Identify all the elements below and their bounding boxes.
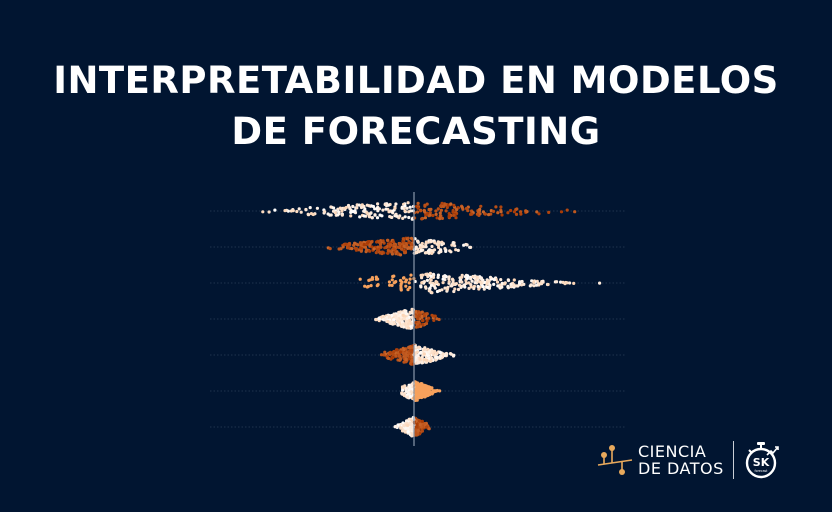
page-title: INTERPRETABILIDAD EN MODELOS DE FORECAST… <box>0 55 832 157</box>
title-line-2: DE FORECASTING <box>231 110 601 153</box>
stopwatch-icon: SK forecast <box>745 442 779 479</box>
title-line-1: INTERPRETABILIDAD EN MODELOS <box>53 59 779 102</box>
ciencia-de-datos-logo: CIENCIA DE DATOS <box>596 440 724 480</box>
sk-sub-text: forecast <box>755 469 769 473</box>
ciencia-de-datos-text: CIENCIA DE DATOS <box>638 443 724 477</box>
logo-divider <box>733 441 734 479</box>
data-points <box>261 201 602 438</box>
sk-badge-text: SK <box>753 456 770 469</box>
logo-line-1: CIENCIA <box>638 442 707 461</box>
logo-line-2: DE DATOS <box>638 459 724 478</box>
balance-lollipop-icon <box>597 445 633 475</box>
